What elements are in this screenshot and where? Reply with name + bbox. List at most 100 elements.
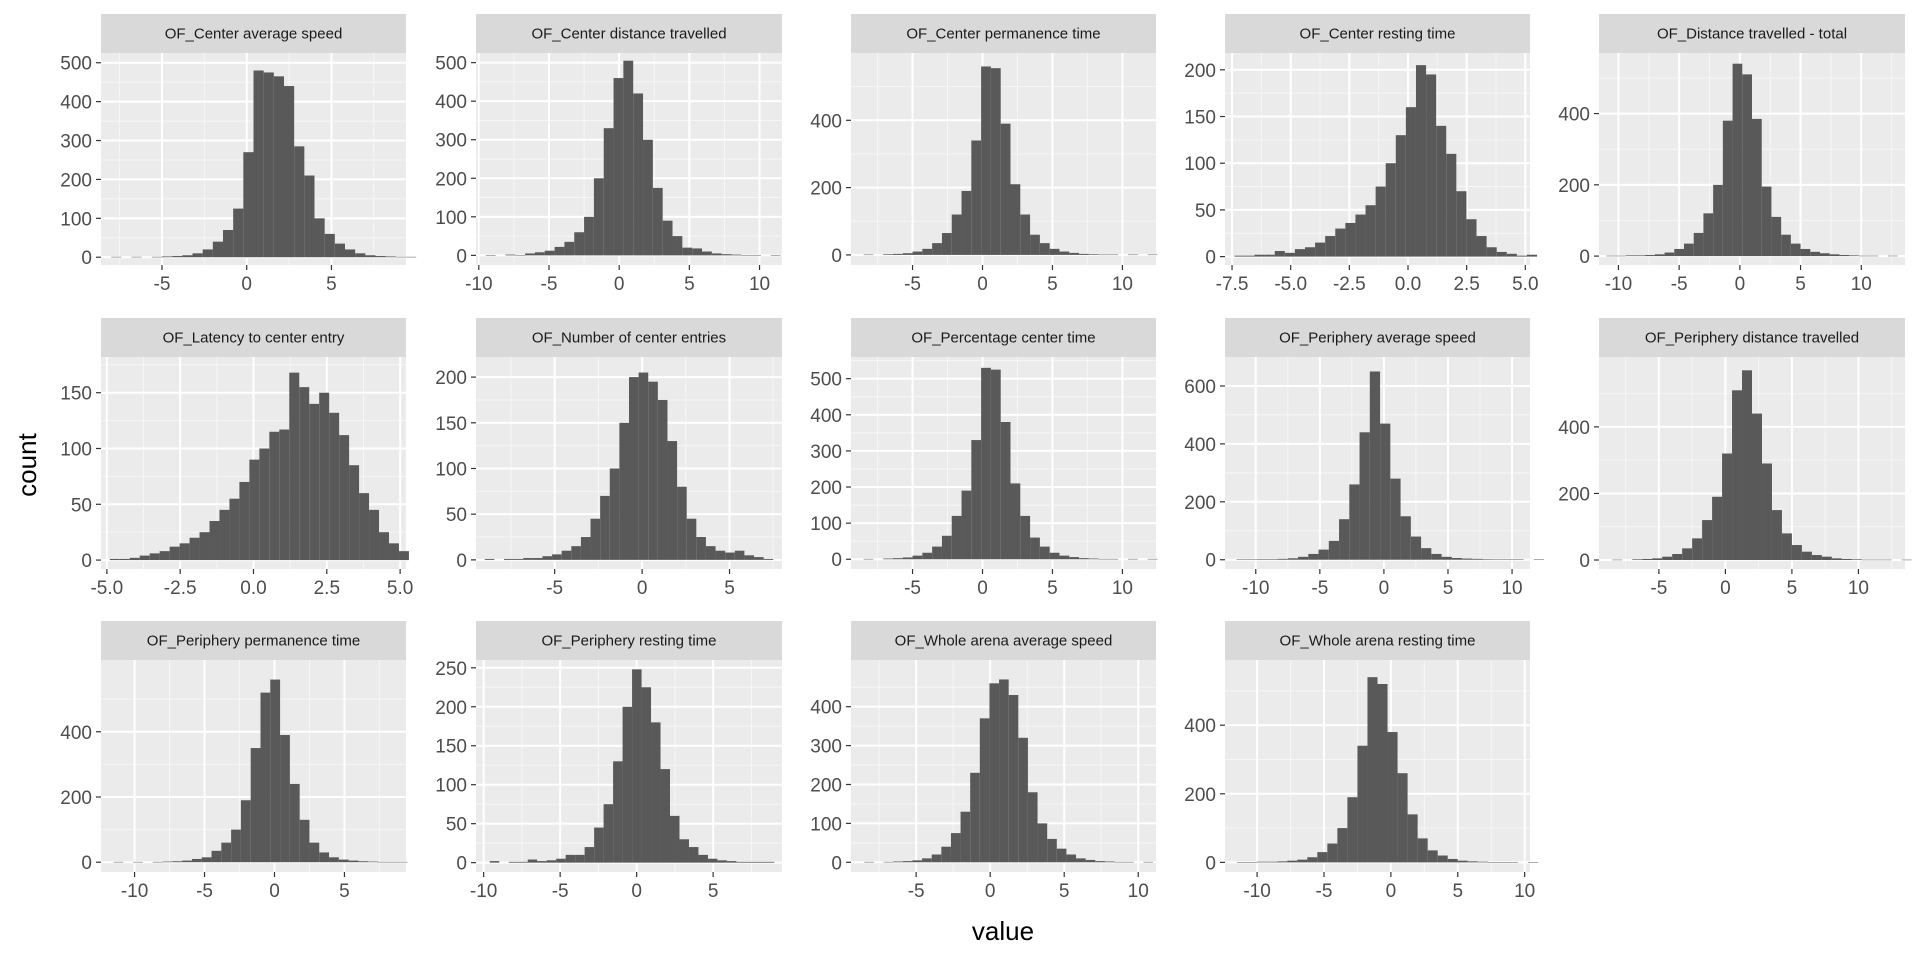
- histogram-bar: [1008, 695, 1019, 863]
- histogram-bar: [1088, 558, 1099, 560]
- histogram-bar: [209, 521, 220, 561]
- histogram-bar: [1277, 861, 1288, 863]
- histogram-bar: [682, 247, 693, 256]
- histogram-bar: [518, 861, 528, 863]
- histogram-bar: [1020, 214, 1031, 255]
- histogram-bar: [319, 852, 330, 863]
- histogram-bar: [269, 431, 280, 561]
- y-tick-label: 150: [435, 737, 467, 758]
- histogram-bar: [189, 537, 200, 561]
- x-tick-label: 5: [1047, 578, 1058, 599]
- x-tick-label: -10: [1605, 274, 1632, 295]
- histogram-bar: [1318, 549, 1329, 560]
- histogram-bar: [223, 229, 234, 258]
- histogram-bar: [698, 854, 708, 863]
- histogram-bar: [1079, 558, 1089, 560]
- facet-title: OF_Whole arena average speed: [895, 633, 1113, 650]
- histogram-bar: [707, 858, 718, 863]
- histogram-bar: [971, 440, 982, 560]
- histogram-bar: [1274, 250, 1285, 257]
- x-tick-label: 5.0: [387, 578, 413, 599]
- histogram-bar: [379, 532, 389, 561]
- y-tick-label: 200: [435, 169, 467, 190]
- y-tick-label: 0: [456, 246, 467, 267]
- histogram-bar: [951, 515, 962, 560]
- y-tick-label: 200: [60, 170, 92, 191]
- y-tick-label: 0: [1205, 853, 1216, 874]
- histogram-bar: [1124, 861, 1134, 863]
- y-tick-label: 400: [435, 92, 467, 113]
- facet-panel: OF_Center resting time -7.5 -5.0 -2.5 0.0 2.5…: [1184, 14, 1539, 295]
- facet-panel: OF_Center distance travelled-10 -5 0 5 10010…: [435, 14, 782, 295]
- histogram-bar: [212, 241, 223, 258]
- histogram-bar: [329, 857, 339, 863]
- y-tick-label: 200: [810, 478, 842, 499]
- histogram-bar: [309, 842, 320, 863]
- facet-title: OF_Distance travelled - total: [1657, 26, 1847, 43]
- facet-strip: [476, 318, 782, 357]
- histogram-bar: [1732, 390, 1743, 561]
- histogram-bar: [770, 254, 781, 256]
- histogram-bar: [1349, 484, 1360, 560]
- histogram-bar: [892, 253, 903, 255]
- x-tick-label: 0: [1386, 881, 1397, 902]
- histogram-bar: [263, 72, 274, 258]
- y-tick-label: 200: [1184, 61, 1216, 82]
- histogram-bar: [652, 187, 663, 256]
- histogram-bar: [1397, 773, 1408, 863]
- y-tick-label: 100: [435, 208, 467, 229]
- histogram-bar: [1264, 254, 1275, 257]
- histogram-bar: [1347, 797, 1358, 863]
- histogram-bar: [532, 558, 543, 560]
- histogram-bar: [1662, 556, 1673, 561]
- histogram-bar: [1030, 234, 1040, 255]
- histogram-bar: [534, 252, 545, 256]
- y-tick-label: 400: [60, 93, 92, 114]
- histogram-bar: [1147, 254, 1158, 256]
- histogram-bar: [603, 128, 614, 256]
- histogram-bar: [1441, 556, 1452, 560]
- histogram-bar: [1781, 533, 1792, 561]
- histogram-bar: [1645, 255, 1655, 257]
- histogram-bar: [1049, 248, 1060, 255]
- y-tick-label: 200: [1558, 484, 1590, 505]
- x-tick-label: -5: [908, 881, 925, 902]
- x-tick-label: -5: [1671, 274, 1688, 295]
- y-tick-label: 0: [456, 551, 467, 572]
- histogram-bar: [961, 190, 972, 255]
- histogram-bar: [1010, 184, 1021, 255]
- histogram-bar: [240, 800, 251, 863]
- histogram-bar: [270, 679, 281, 863]
- histogram-bar: [1059, 251, 1070, 255]
- y-tick-label: 400: [1184, 435, 1216, 456]
- histogram-bar: [1752, 118, 1762, 257]
- y-tick-label: 400: [1184, 716, 1216, 737]
- histogram-bar: [950, 833, 961, 863]
- histogram-bar: [755, 861, 765, 863]
- histogram-bar: [1059, 555, 1070, 560]
- x-tick-label: 0: [985, 881, 996, 902]
- histogram-bar: [159, 551, 170, 561]
- histogram-bar: [912, 555, 923, 560]
- histogram-bar: [902, 861, 913, 863]
- histogram-bar: [1849, 255, 1859, 257]
- histogram-bar: [922, 248, 933, 255]
- histogram-bar: [1377, 684, 1388, 863]
- histogram-bar: [1308, 553, 1319, 560]
- facet-panel: OF_Whole arena resting time -10 -5 0 5 10 0 200…: [1184, 621, 1539, 902]
- histogram-bar: [299, 819, 310, 863]
- histogram-bar: [763, 558, 774, 560]
- x-tick-label: 10: [1112, 274, 1133, 295]
- y-tick-label: 300: [60, 132, 92, 153]
- histogram-bar: [1703, 213, 1714, 257]
- histogram-bar: [883, 254, 893, 255]
- histogram-bar: [990, 369, 1001, 560]
- y-tick-label: 50: [71, 495, 92, 516]
- histogram-bar: [537, 861, 547, 863]
- histogram-bar: [1128, 254, 1138, 256]
- histogram-bar: [503, 558, 514, 560]
- histogram-bar: [133, 861, 143, 863]
- y-tick-label: 500: [810, 370, 842, 391]
- histogram-bar: [564, 241, 575, 256]
